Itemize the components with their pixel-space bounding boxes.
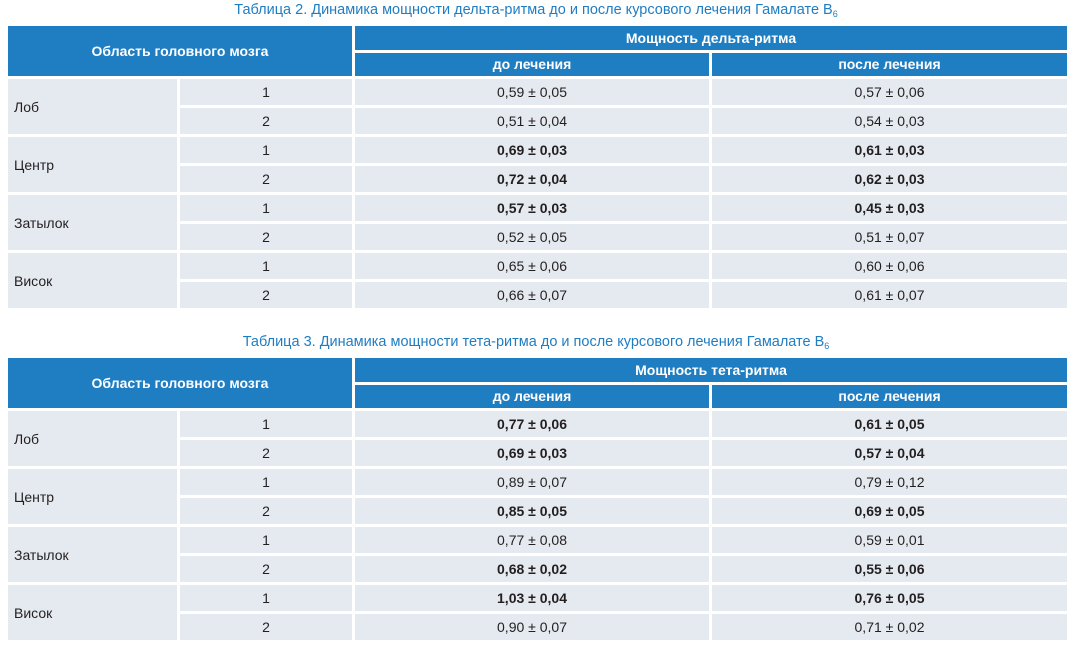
column-header-region: Область головного мозга <box>8 358 352 408</box>
before-value-cell: 0,69 ± 0,03 <box>355 137 709 163</box>
row-number-cell: 1 <box>180 137 352 163</box>
table-row: 2 0,66 ± 0,07 0,61 ± 0,07 <box>8 282 1067 308</box>
after-value-cell: 0,59 ± 0,01 <box>712 527 1068 553</box>
after-value-cell: 0,76 ± 0,05 <box>712 585 1068 611</box>
column-header-after: после лечения <box>712 384 1068 408</box>
row-number-cell: 2 <box>180 440 352 466</box>
data-table: Область головного мозга Мощность дельта-… <box>5 23 1070 311</box>
row-number-cell: 2 <box>180 166 352 192</box>
before-value-cell: 0,59 ± 0,05 <box>355 79 709 105</box>
row-number-cell: 1 <box>180 469 352 495</box>
table-row: Лоб 1 0,59 ± 0,05 0,57 ± 0,06 <box>8 79 1067 134</box>
before-value-cell: 0,72 ± 0,04 <box>355 166 709 192</box>
before-value-cell: 0,65 ± 0,06 <box>355 253 709 279</box>
table-caption: Таблица 2. Динамика мощности дельта-ритм… <box>234 2 838 19</box>
after-value-cell: 0,57 ± 0,06 <box>712 79 1067 105</box>
region-cell: Центр <box>8 137 177 192</box>
after-value-cell: 0,54 ± 0,03 <box>712 108 1067 134</box>
before-value-cell: 0,77 ± 0,08 <box>355 527 709 553</box>
after-value-cell: 0,79 ± 0,12 <box>712 469 1068 495</box>
region-cell: Затылок <box>8 195 177 250</box>
row-number-cell: 2 <box>180 108 352 134</box>
after-value-cell: 0,45 ± 0,03 <box>712 195 1067 221</box>
table-row: Центр 1 0,89 ± 0,07 0,79 ± 0,12 <box>8 469 1068 524</box>
table-row: 2 0,68 ± 0,02 0,55 ± 0,06 <box>8 556 1068 582</box>
region-cell: Висок <box>8 585 177 640</box>
before-value-cell: 0,57 ± 0,03 <box>355 195 709 221</box>
table-caption: Таблица 3. Динамика мощности тета-ритма … <box>242 334 830 351</box>
table-row: 2 0,85 ± 0,05 0,69 ± 0,05 <box>8 498 1068 524</box>
column-header-group: Мощность дельта-ритма <box>355 26 1067 50</box>
after-value-cell: 0,69 ± 0,05 <box>712 498 1068 524</box>
table-row: Висок 1 0,65 ± 0,06 0,60 ± 0,06 <box>8 253 1067 308</box>
row-number-cell: 1 <box>180 79 352 105</box>
after-value-cell: 0,55 ± 0,06 <box>712 556 1068 582</box>
before-value-cell: 0,52 ± 0,05 <box>355 224 709 250</box>
table-row: 2 0,51 ± 0,04 0,54 ± 0,03 <box>8 108 1067 134</box>
table-row: 2 0,90 ± 0,07 0,71 ± 0,02 <box>8 614 1068 640</box>
row-number-cell: 2 <box>180 224 352 250</box>
region-cell: Центр <box>8 469 177 524</box>
table-row: 2 0,52 ± 0,05 0,51 ± 0,07 <box>8 224 1067 250</box>
after-value-cell: 0,57 ± 0,04 <box>712 440 1068 466</box>
after-value-cell: 0,62 ± 0,03 <box>712 166 1067 192</box>
region-cell: Висок <box>8 253 177 308</box>
column-header-before: до лечения <box>355 52 709 76</box>
column-header-group: Мощность тета-ритма <box>355 358 1068 382</box>
before-value-cell: 0,85 ± 0,05 <box>355 498 709 524</box>
data-table: Область головного мозга Мощность тета-ри… <box>5 355 1070 643</box>
after-value-cell: 0,51 ± 0,07 <box>712 224 1067 250</box>
row-number-cell: 1 <box>180 195 352 221</box>
before-value-cell: 0,68 ± 0,02 <box>355 556 709 582</box>
column-header-after: после лечения <box>712 52 1067 76</box>
row-number-cell: 1 <box>180 585 352 611</box>
before-value-cell: 0,77 ± 0,06 <box>355 411 709 437</box>
row-number-cell: 1 <box>180 527 352 553</box>
before-value-cell: 1,03 ± 0,04 <box>355 585 709 611</box>
row-number-cell: 2 <box>180 614 352 640</box>
table-row: Затылок 1 0,77 ± 0,08 0,59 ± 0,01 <box>8 527 1068 582</box>
row-number-cell: 1 <box>180 253 352 279</box>
before-value-cell: 0,69 ± 0,03 <box>355 440 709 466</box>
column-header-region: Область головного мозга <box>8 26 352 76</box>
region-cell: Лоб <box>8 411 177 466</box>
column-header-before: до лечения <box>355 384 709 408</box>
table-row: Центр 1 0,69 ± 0,03 0,61 ± 0,03 <box>8 137 1067 192</box>
table-row: Лоб 1 0,77 ± 0,06 0,61 ± 0,05 <box>8 411 1068 466</box>
row-number-cell: 2 <box>180 282 352 308</box>
after-value-cell: 0,61 ± 0,03 <box>712 137 1067 163</box>
table-row: Затылок 1 0,57 ± 0,03 0,45 ± 0,03 <box>8 195 1067 250</box>
after-value-cell: 0,60 ± 0,06 <box>712 253 1067 279</box>
row-number-cell: 2 <box>180 556 352 582</box>
after-value-cell: 0,71 ± 0,02 <box>712 614 1068 640</box>
table-row: 2 0,69 ± 0,03 0,57 ± 0,04 <box>8 440 1068 466</box>
row-number-cell: 2 <box>180 498 352 524</box>
after-value-cell: 0,61 ± 0,05 <box>712 411 1068 437</box>
before-value-cell: 0,89 ± 0,07 <box>355 469 709 495</box>
before-value-cell: 0,51 ± 0,04 <box>355 108 709 134</box>
region-cell: Затылок <box>8 527 177 582</box>
row-number-cell: 1 <box>180 411 352 437</box>
region-cell: Лоб <box>8 79 177 134</box>
before-value-cell: 0,66 ± 0,07 <box>355 282 709 308</box>
after-value-cell: 0,61 ± 0,07 <box>712 282 1067 308</box>
table-row: Висок 1 1,03 ± 0,04 0,76 ± 0,05 <box>8 585 1068 640</box>
table-row: 2 0,72 ± 0,04 0,62 ± 0,03 <box>8 166 1067 192</box>
before-value-cell: 0,90 ± 0,07 <box>355 614 709 640</box>
